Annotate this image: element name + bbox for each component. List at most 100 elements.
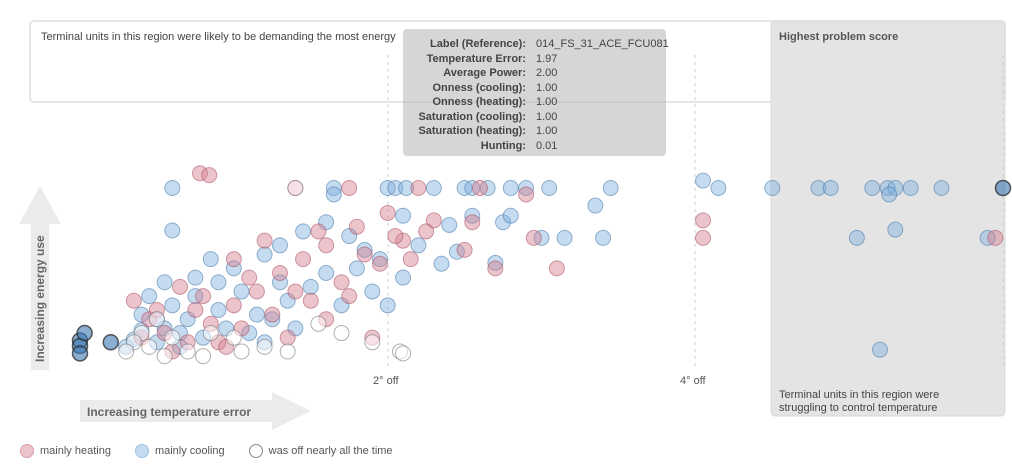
data-point[interactable]	[241, 269, 258, 286]
data-point[interactable]	[302, 292, 319, 309]
data-point[interactable]	[487, 260, 504, 277]
data-point[interactable]	[164, 297, 181, 314]
data-point[interactable]	[256, 232, 273, 249]
data-point[interactable]	[102, 334, 120, 351]
data-point[interactable]	[602, 180, 619, 197]
data-point[interactable]	[410, 237, 427, 254]
data-point[interactable]	[295, 251, 312, 268]
data-point[interactable]	[402, 251, 419, 268]
data-point[interactable]	[764, 180, 781, 197]
data-point[interactable]	[225, 329, 242, 346]
data-point[interactable]	[71, 345, 89, 362]
data-point[interactable]	[164, 222, 181, 239]
data-point[interactable]	[356, 241, 373, 258]
data-point[interactable]	[125, 292, 142, 309]
data-point[interactable]	[156, 274, 173, 291]
data-point[interactable]	[225, 297, 242, 314]
data-point[interactable]	[210, 301, 227, 318]
data-point[interactable]	[695, 229, 712, 246]
data-point[interactable]	[164, 180, 181, 197]
data-point[interactable]	[356, 246, 373, 263]
data-point[interactable]	[371, 255, 388, 272]
data-point[interactable]	[881, 186, 898, 203]
data-point[interactable]	[271, 237, 288, 254]
data-point[interactable]	[187, 301, 204, 318]
data-point[interactable]	[379, 204, 396, 221]
data-point[interactable]	[248, 306, 265, 323]
data-point[interactable]	[76, 324, 93, 342]
data-point[interactable]	[141, 288, 158, 305]
data-point[interactable]	[487, 254, 504, 271]
data-point[interactable]	[822, 180, 839, 197]
data-point[interactable]	[133, 306, 150, 323]
data-point[interactable]	[171, 278, 188, 295]
data-point[interactable]	[464, 214, 481, 231]
data-point[interactable]	[195, 348, 212, 365]
data-point[interactable]	[502, 207, 519, 224]
data-point[interactable]	[225, 251, 242, 268]
data-point[interactable]	[994, 179, 1012, 197]
data-point[interactable]	[256, 246, 273, 263]
data-point[interactable]	[371, 251, 388, 268]
data-point[interactable]	[341, 180, 358, 197]
data-point[interactable]	[318, 237, 335, 254]
data-point[interactable]	[141, 338, 158, 355]
data-point[interactable]	[379, 297, 396, 314]
data-point[interactable]	[179, 343, 196, 360]
data-point[interactable]	[456, 241, 473, 258]
data-point[interactable]	[425, 212, 442, 229]
data-point[interactable]	[595, 229, 612, 246]
data-point[interactable]	[318, 265, 335, 281]
data-point[interactable]	[156, 348, 173, 365]
data-point[interactable]	[264, 306, 281, 323]
data-point[interactable]	[310, 223, 327, 240]
data-point[interactable]	[518, 186, 535, 203]
data-point[interactable]	[987, 229, 1004, 246]
data-point[interactable]	[295, 223, 312, 240]
data-point[interactable]	[341, 288, 358, 305]
data-point[interactable]	[202, 325, 219, 342]
data-point[interactable]	[187, 269, 204, 286]
data-point[interactable]	[556, 229, 573, 246]
data-point[interactable]	[271, 265, 288, 281]
data-point[interactable]	[441, 216, 458, 233]
data-point[interactable]	[848, 229, 865, 246]
data-point[interactable]	[710, 180, 727, 197]
data-point[interactable]	[271, 274, 288, 291]
data-point[interactable]	[541, 180, 558, 197]
data-point[interactable]	[502, 180, 519, 197]
data-point[interactable]	[348, 260, 365, 277]
data-point[interactable]	[525, 229, 542, 246]
data-point[interactable]	[279, 343, 296, 360]
data-point[interactable]	[871, 341, 888, 358]
data-point[interactable]	[201, 167, 218, 184]
data-point[interactable]	[398, 180, 415, 197]
data-point[interactable]	[364, 334, 381, 351]
data-point[interactable]	[118, 343, 135, 360]
data-point[interactable]	[310, 315, 327, 332]
data-point[interactable]	[264, 311, 281, 328]
data-point[interactable]	[418, 223, 435, 240]
data-point[interactable]	[395, 232, 412, 249]
data-point[interactable]	[279, 329, 296, 346]
data-point[interactable]	[387, 228, 404, 245]
data-point[interactable]	[933, 180, 950, 197]
data-point[interactable]	[887, 221, 904, 238]
data-point[interactable]	[395, 269, 412, 286]
data-point[interactable]	[302, 278, 319, 295]
data-point[interactable]	[325, 186, 342, 203]
data-point[interactable]	[395, 345, 412, 362]
data-point[interactable]	[471, 180, 488, 197]
data-point[interactable]	[364, 283, 381, 300]
data-point[interactable]	[333, 274, 350, 291]
data-point[interactable]	[395, 207, 412, 224]
data-point[interactable]	[348, 218, 365, 235]
data-point[interactable]	[333, 325, 350, 342]
data-point[interactable]	[548, 260, 565, 277]
data-point[interactable]	[256, 338, 273, 355]
data-point[interactable]	[148, 311, 165, 328]
data-point[interactable]	[287, 283, 304, 300]
legend-item-cooling[interactable]: mainly cooling	[134, 444, 225, 458]
data-point[interactable]	[425, 180, 442, 197]
data-point[interactable]	[164, 329, 181, 346]
